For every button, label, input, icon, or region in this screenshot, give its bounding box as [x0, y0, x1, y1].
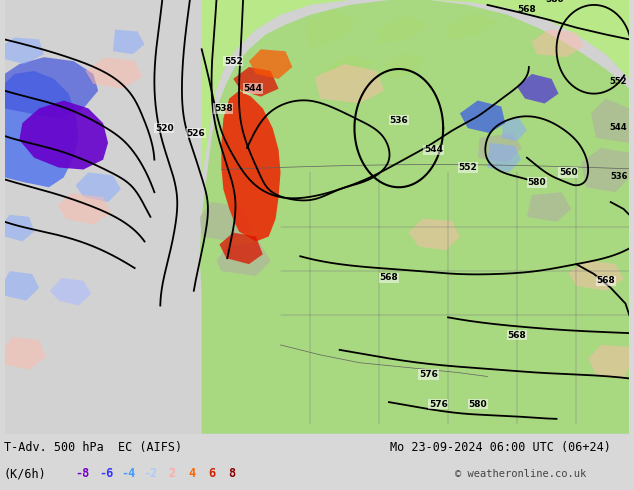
Polygon shape	[527, 192, 571, 222]
Text: 8: 8	[228, 467, 236, 480]
Polygon shape	[409, 219, 460, 250]
Text: Mo 23-09-2024 06:00 UTC (06+24): Mo 23-09-2024 06:00 UTC (06+24)	[390, 441, 611, 454]
Text: 4: 4	[188, 467, 195, 480]
Text: 520: 520	[155, 123, 174, 133]
Text: 568: 568	[517, 5, 536, 14]
Text: T-Adv. 500 hPa  EC (AIFS): T-Adv. 500 hPa EC (AIFS)	[4, 441, 182, 454]
Polygon shape	[517, 74, 559, 103]
Text: 560: 560	[559, 168, 578, 177]
Polygon shape	[50, 278, 91, 306]
Text: 576: 576	[419, 370, 438, 379]
Polygon shape	[20, 100, 108, 170]
Polygon shape	[200, 202, 251, 242]
Polygon shape	[4, 57, 98, 118]
Polygon shape	[4, 71, 79, 187]
Text: 552: 552	[610, 77, 628, 86]
Polygon shape	[532, 29, 584, 57]
Polygon shape	[4, 215, 34, 242]
Polygon shape	[58, 193, 111, 225]
Text: 526: 526	[186, 128, 205, 138]
Polygon shape	[377, 15, 429, 45]
Polygon shape	[113, 29, 145, 54]
Polygon shape	[568, 260, 623, 291]
Polygon shape	[249, 49, 292, 79]
Polygon shape	[4, 271, 39, 300]
Polygon shape	[591, 98, 630, 143]
Polygon shape	[305, 10, 359, 49]
Polygon shape	[4, 337, 46, 369]
Text: 568: 568	[597, 276, 615, 285]
Text: -2: -2	[143, 467, 157, 480]
Polygon shape	[488, 143, 521, 172]
Polygon shape	[233, 67, 278, 97]
Polygon shape	[502, 118, 527, 141]
Text: 580: 580	[469, 399, 487, 409]
Text: 544: 544	[424, 146, 443, 154]
Text: 536: 536	[389, 116, 408, 125]
Text: 568: 568	[508, 331, 526, 340]
Text: 6: 6	[209, 467, 216, 480]
Polygon shape	[477, 133, 522, 163]
Text: 580: 580	[527, 178, 546, 187]
Text: -4: -4	[121, 467, 135, 480]
Text: 544: 544	[243, 84, 262, 93]
Polygon shape	[581, 148, 630, 192]
Polygon shape	[4, 37, 44, 64]
Polygon shape	[221, 91, 280, 242]
Text: 544: 544	[610, 123, 628, 132]
Text: 576: 576	[429, 399, 448, 409]
Polygon shape	[588, 345, 630, 379]
Polygon shape	[315, 64, 384, 103]
Text: 536: 536	[610, 172, 628, 181]
Polygon shape	[202, 0, 630, 177]
Text: 580: 580	[545, 0, 564, 4]
Polygon shape	[460, 100, 505, 133]
Polygon shape	[86, 57, 143, 89]
Text: 538: 538	[214, 104, 233, 113]
Text: -8: -8	[75, 467, 89, 480]
Polygon shape	[216, 242, 271, 276]
Polygon shape	[200, 0, 630, 434]
Polygon shape	[446, 12, 497, 39]
Text: 552: 552	[458, 163, 477, 172]
Polygon shape	[325, 54, 374, 84]
Text: 568: 568	[380, 273, 398, 282]
Polygon shape	[75, 172, 121, 202]
Text: © weatheronline.co.uk: © weatheronline.co.uk	[455, 469, 586, 479]
Text: (K/6h): (K/6h)	[4, 467, 47, 480]
Polygon shape	[384, 51, 427, 79]
Text: 2: 2	[169, 467, 176, 480]
Polygon shape	[219, 233, 263, 264]
Text: -6: -6	[99, 467, 113, 480]
Text: 552: 552	[224, 57, 243, 66]
